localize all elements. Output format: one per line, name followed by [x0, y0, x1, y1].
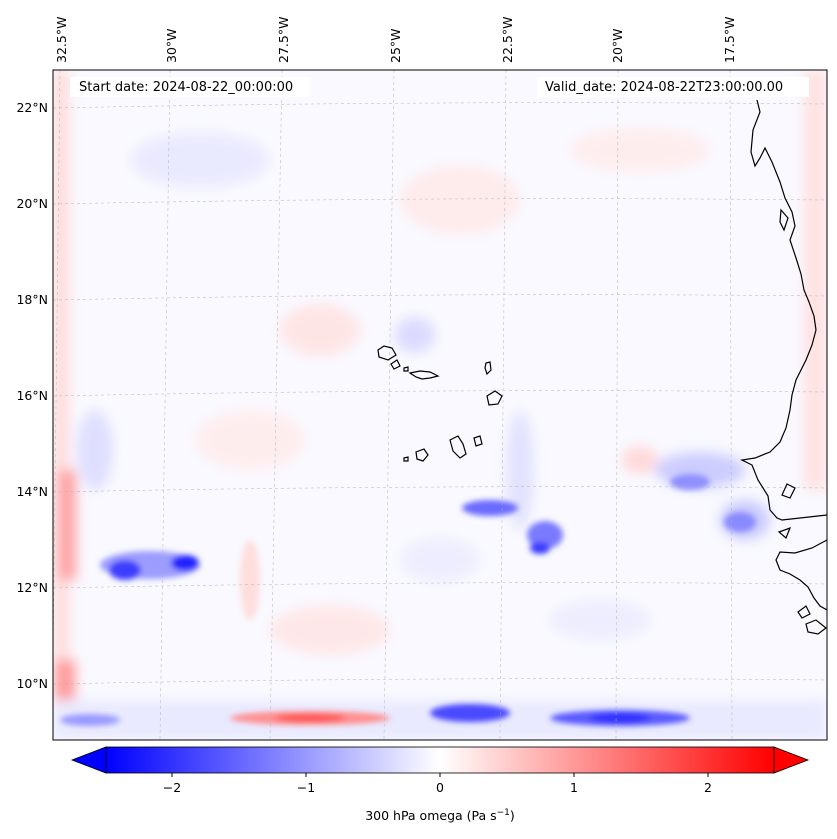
colorbar-label-main: 300 hPa omega (Pa s — [365, 808, 496, 823]
colorbar-label-sup: −1 — [497, 808, 510, 818]
colorbar-min-extension — [70, 746, 107, 774]
island-sal — [484, 361, 492, 376]
island-sao-nicolau — [408, 370, 440, 380]
island-sao-vicente — [390, 359, 401, 370]
colorbar-label-close: ) — [510, 808, 515, 823]
lon-label-25w: 25°W — [388, 28, 403, 63]
lat-label-18n: 18°N — [16, 292, 48, 307]
island-santo-antao — [377, 345, 397, 361]
colorbar-gradient — [105, 746, 775, 774]
colorbar-ticks — [171, 773, 709, 777]
colorbar-tick-0: 0 — [436, 780, 444, 795]
island-boa-vista — [486, 390, 503, 406]
colorbar-tick-labels: −2 −1 0 1 2 — [163, 780, 712, 795]
island-santiago — [449, 435, 467, 459]
lon-label-17-5w: 17.5°W — [722, 17, 737, 63]
lat-label-12n: 12°N — [16, 580, 48, 595]
lon-label-27-5w: 27.5°W — [276, 17, 291, 63]
longitude-labels: 32.5°W 30°W 27.5°W 25°W 22.5°W 20°W 17.5… — [54, 17, 737, 63]
island-maio — [473, 435, 483, 447]
lon-label-30w: 30°W — [164, 28, 179, 63]
lat-label-22n: 22°N — [16, 100, 48, 115]
omega-field — [53, 70, 827, 740]
lon-label-32-5w: 32.5°W — [54, 17, 69, 63]
map-frame — [52, 69, 828, 741]
africa-coastline — [740, 99, 827, 521]
island-fogo — [415, 448, 429, 462]
africa-coastline-south — [775, 539, 827, 611]
lat-label-16n: 16°N — [16, 388, 48, 403]
colorbar-tick-1: 1 — [570, 780, 578, 795]
colorbar-tick-2: 2 — [704, 780, 712, 795]
colorbar-tick-neg2: −2 — [163, 780, 181, 795]
colorbar-max-extension — [773, 746, 810, 774]
map-panel: Start date: 2024-08-22_00:00:00 Valid_da… — [16, 17, 828, 741]
latitude-labels: 22°N 20°N 18°N 16°N 14°N 12°N 10°N — [16, 100, 48, 691]
colorbar-label: 300 hPa omega (Pa s−1) — [365, 808, 515, 823]
colorbar: −2 −1 0 1 2 300 hPa omega (Pa s−1) — [70, 746, 810, 823]
lon-label-20w: 20°W — [610, 28, 625, 63]
lat-label-10n: 10°N — [16, 676, 48, 691]
colorbar-tick-neg1: −1 — [297, 780, 315, 795]
valid-date-label: Valid_date: 2024-08-22T23:00:00.00 — [545, 80, 783, 95]
lat-label-20n: 20°N — [16, 196, 48, 211]
island-brava — [403, 456, 409, 462]
lon-label-22-5w: 22.5°W — [500, 17, 515, 63]
coastlines — [377, 99, 827, 635]
start-date-label: Start date: 2024-08-22_00:00:00 — [79, 80, 293, 95]
lat-label-14n: 14°N — [16, 484, 48, 499]
